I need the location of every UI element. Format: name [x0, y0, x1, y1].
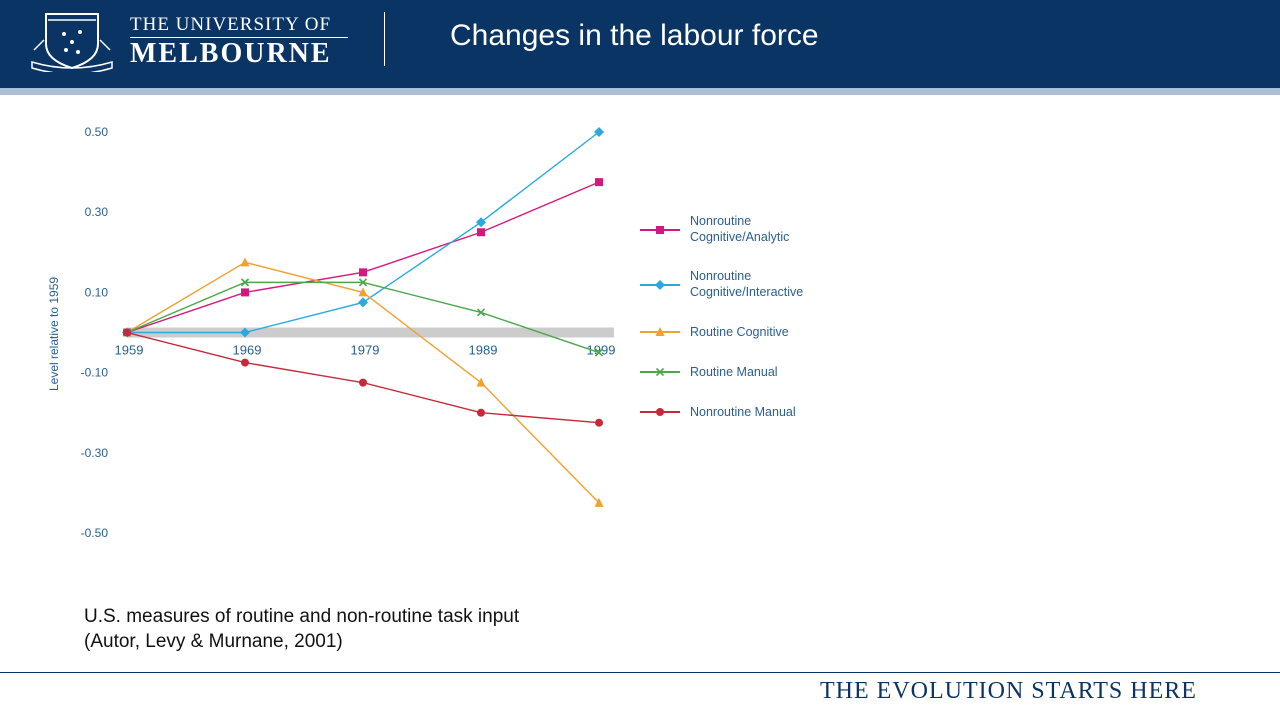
footer-rule	[0, 672, 1280, 673]
data-point	[595, 418, 603, 427]
legend-marker	[655, 327, 665, 336]
data-point	[477, 408, 485, 417]
legend-label: Nonroutine Cognitive/Interactive	[690, 269, 803, 299]
data-point	[594, 127, 604, 137]
data-point	[123, 328, 131, 337]
x-tick-label: 1989	[469, 343, 498, 358]
y-tick-label: 0.10	[85, 285, 109, 299]
data-point	[358, 278, 368, 287]
data-point	[359, 268, 367, 277]
university-logo[interactable]: THE UNIVERSITY OF MELBOURNE	[26, 10, 356, 74]
data-point	[477, 228, 485, 237]
chart-caption: U.S. measures of routine and non-routine…	[84, 604, 519, 654]
data-point	[241, 288, 249, 297]
university-crest-icon	[31, 13, 113, 72]
data-point	[594, 348, 604, 357]
data-point	[240, 327, 250, 338]
data-point	[476, 217, 486, 228]
legend-label: Routine Cognitive	[690, 325, 789, 339]
line-chart: 0.50 0.30 0.10 -0.10 -0.30 -0.50 Level relativ…	[47, 125, 803, 540]
data-point	[240, 278, 250, 287]
legend-marker	[655, 367, 665, 377]
x-tick-label: 1959	[115, 343, 144, 358]
y-tick-label: 0.50	[85, 125, 109, 139]
x-tick-label: 1969	[233, 343, 262, 358]
series-line	[126, 181, 600, 334]
data-point	[595, 178, 603, 187]
accent-bar	[0, 88, 1280, 95]
legend-label: Nonroutine Manual	[690, 405, 796, 419]
data-point	[594, 497, 604, 507]
legend-marker	[656, 408, 664, 416]
y-tick-label: -0.30	[81, 446, 109, 460]
logo-text-line1: THE UNIVERSITY OF	[130, 14, 332, 35]
legend-label: Nonroutine Cognitive/Analytic	[690, 214, 789, 244]
data-point	[359, 378, 367, 387]
logo-rule	[130, 37, 348, 38]
data-point	[241, 358, 249, 367]
y-tick-label: -0.10	[81, 366, 109, 380]
zero-baseline	[127, 327, 614, 338]
data-point	[240, 257, 250, 267]
footer-tagline: THE EVOLUTION STARTS HERE	[820, 678, 1197, 704]
data-point	[476, 377, 486, 387]
header-bar: THE UNIVERSITY OF MELBOURNE Changes in t…	[0, 0, 1280, 88]
y-tick-label: 0.30	[85, 205, 109, 219]
data-point	[358, 297, 368, 308]
caption-line1: U.S. measures of routine and non-routine…	[84, 606, 520, 627]
caption-line2: (Autor, Levy & Murnane, 2001)	[84, 631, 343, 652]
legend-marker	[655, 280, 665, 290]
legend-label: Routine Manual	[690, 365, 778, 379]
legend-marker	[656, 226, 664, 234]
data-point	[476, 308, 486, 317]
logo-text-line2: MELBOURNE	[130, 38, 332, 69]
y-tick-label: -0.50	[81, 526, 109, 540]
x-tick-label: 1979	[351, 343, 380, 358]
y-axis-label: Level relative to 1959	[47, 277, 61, 391]
data-point	[358, 287, 368, 297]
slide-title: Changes in the labour force	[450, 19, 819, 52]
header-divider	[384, 12, 385, 66]
